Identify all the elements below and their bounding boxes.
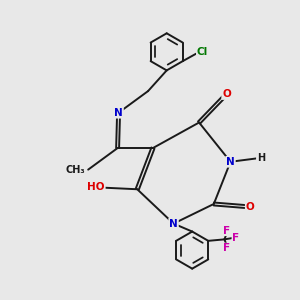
Text: N: N <box>114 108 123 118</box>
Text: F: F <box>223 226 230 236</box>
Text: F: F <box>232 233 239 243</box>
Text: O: O <box>246 202 254 212</box>
Text: Cl: Cl <box>197 47 208 57</box>
Text: O: O <box>222 89 231 99</box>
Text: F: F <box>223 243 230 253</box>
Text: N: N <box>169 219 178 229</box>
Text: CH₃: CH₃ <box>66 165 85 175</box>
Text: N: N <box>226 157 235 167</box>
Text: HO: HO <box>87 182 105 192</box>
Text: H: H <box>257 153 265 163</box>
